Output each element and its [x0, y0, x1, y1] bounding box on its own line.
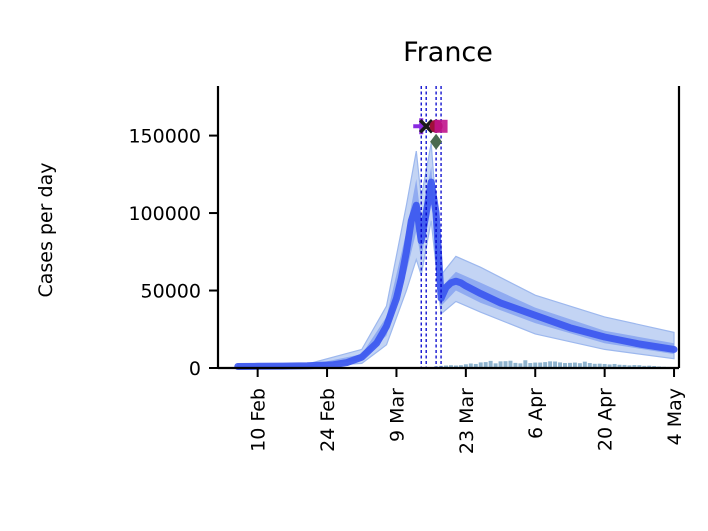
observed-bar — [567, 362, 572, 368]
band-outer — [237, 143, 675, 368]
observed-bar — [627, 365, 632, 368]
square-marker — [434, 119, 448, 133]
observed-bar — [548, 361, 553, 368]
observed-bar — [592, 363, 597, 368]
y-tick-label: 150000 — [128, 126, 201, 148]
observed-bar — [543, 362, 548, 368]
observed-bar — [498, 361, 503, 368]
observed-bar — [483, 362, 488, 368]
observed-bar — [444, 365, 449, 368]
observed-bar — [558, 362, 563, 368]
x-tick-label: 23 Mar — [456, 388, 478, 454]
observed-bar — [448, 365, 453, 368]
x-tick-label: 9 Mar — [386, 388, 408, 442]
observed-bar — [513, 362, 518, 368]
observed-bar — [508, 360, 513, 368]
observed-bar — [468, 363, 473, 368]
observed-bar — [622, 364, 627, 368]
observed-bar — [582, 361, 587, 368]
y-tick-label: 100000 — [128, 203, 201, 225]
observed-bar — [563, 363, 567, 368]
x-tick-label: 6 Apr — [525, 388, 547, 439]
observed-bar — [587, 363, 592, 368]
observed-bar — [607, 364, 612, 368]
observed-bar — [523, 360, 528, 368]
observed-bar — [577, 363, 582, 368]
observed-bar — [458, 365, 463, 368]
observed-bar — [617, 364, 622, 368]
band-inner — [237, 166, 675, 367]
observed-bar — [503, 361, 508, 368]
observed-bar — [488, 360, 493, 368]
observed-bar — [518, 363, 523, 368]
x-tick-label: 24 Feb — [317, 388, 339, 452]
observed-bar — [632, 365, 637, 368]
x-tick-label: 4 May — [664, 388, 686, 445]
observed-bar — [493, 363, 498, 368]
y-tick-label: 50000 — [141, 281, 201, 303]
observed-bar — [647, 365, 652, 368]
y-tick-label: 0 — [189, 358, 201, 380]
x-tick-label: 20 Apr — [595, 388, 617, 451]
observed-bar — [572, 362, 577, 368]
axes: 0 50000 100000 150000 10 Feb 24 Feb 9 Mar 23 Ma… — [128, 86, 686, 454]
observed-bar — [538, 362, 543, 368]
y-axis-title: Cases per day — [35, 163, 57, 298]
observed-bar — [478, 362, 483, 368]
observed-bar — [553, 361, 558, 368]
chart-title: France — [403, 37, 493, 68]
observed-bar — [473, 363, 478, 368]
observed-bar — [453, 365, 458, 368]
observed-bar — [597, 363, 602, 368]
observed-bar — [612, 363, 617, 368]
x-marker — [418, 119, 434, 134]
diamond-marker — [430, 133, 443, 150]
observed-bar — [463, 364, 468, 368]
observed-bar — [637, 365, 642, 368]
observed-bar — [528, 363, 533, 368]
plot-area — [234, 86, 678, 370]
x-tick-label: 10 Feb — [248, 388, 270, 452]
observed-bar — [533, 362, 538, 368]
observed-bar — [602, 363, 607, 368]
